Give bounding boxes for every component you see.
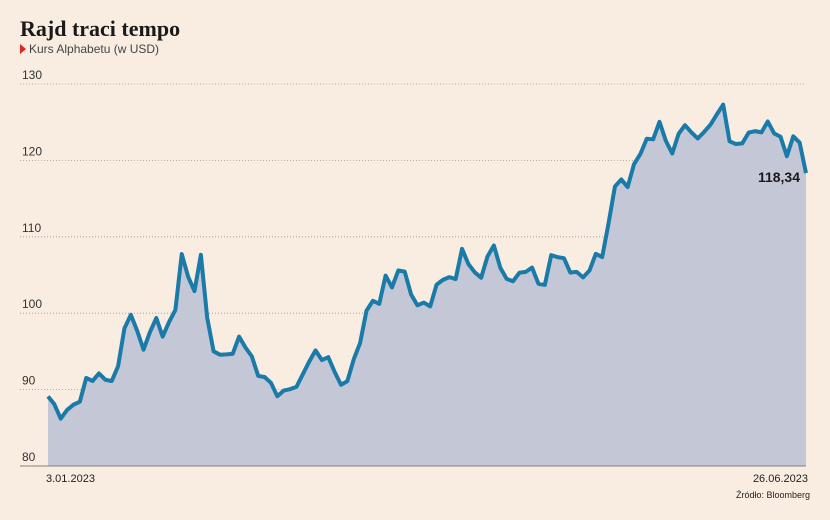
x-tick-label: 3.01.2023: [46, 473, 95, 485]
subtitle-marker: [20, 44, 26, 54]
y-tick-label: 90: [22, 374, 36, 388]
y-tick-label: 110: [22, 221, 41, 235]
line: [46, 102, 808, 421]
value-label: 118,34: [758, 169, 800, 185]
chart-title: Rajd traci tempo: [20, 16, 180, 41]
y-tick-label: 80: [22, 450, 36, 464]
area: [48, 104, 806, 467]
chart-subtitle: Kurs Alphabetu (w USD): [29, 42, 159, 56]
x-tick-label: 26.06.2023: [753, 473, 808, 485]
y-tick-label: 120: [22, 144, 42, 158]
y-tick-label: 130: [22, 68, 42, 82]
y-tick-label: 100: [22, 297, 42, 311]
source: Źródło: Bloomberg: [736, 490, 810, 500]
